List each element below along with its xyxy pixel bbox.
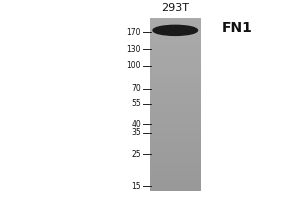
Text: 100: 100 xyxy=(127,61,141,70)
Text: 130: 130 xyxy=(127,45,141,54)
Text: FN1: FN1 xyxy=(221,21,252,35)
Text: 70: 70 xyxy=(131,84,141,93)
Ellipse shape xyxy=(153,25,197,35)
Text: 35: 35 xyxy=(131,128,141,137)
Text: 55: 55 xyxy=(131,99,141,108)
Text: 40: 40 xyxy=(131,120,141,129)
Text: 293T: 293T xyxy=(161,3,189,13)
Text: 25: 25 xyxy=(131,150,141,159)
Text: 15: 15 xyxy=(131,182,141,191)
Text: 170: 170 xyxy=(127,28,141,37)
